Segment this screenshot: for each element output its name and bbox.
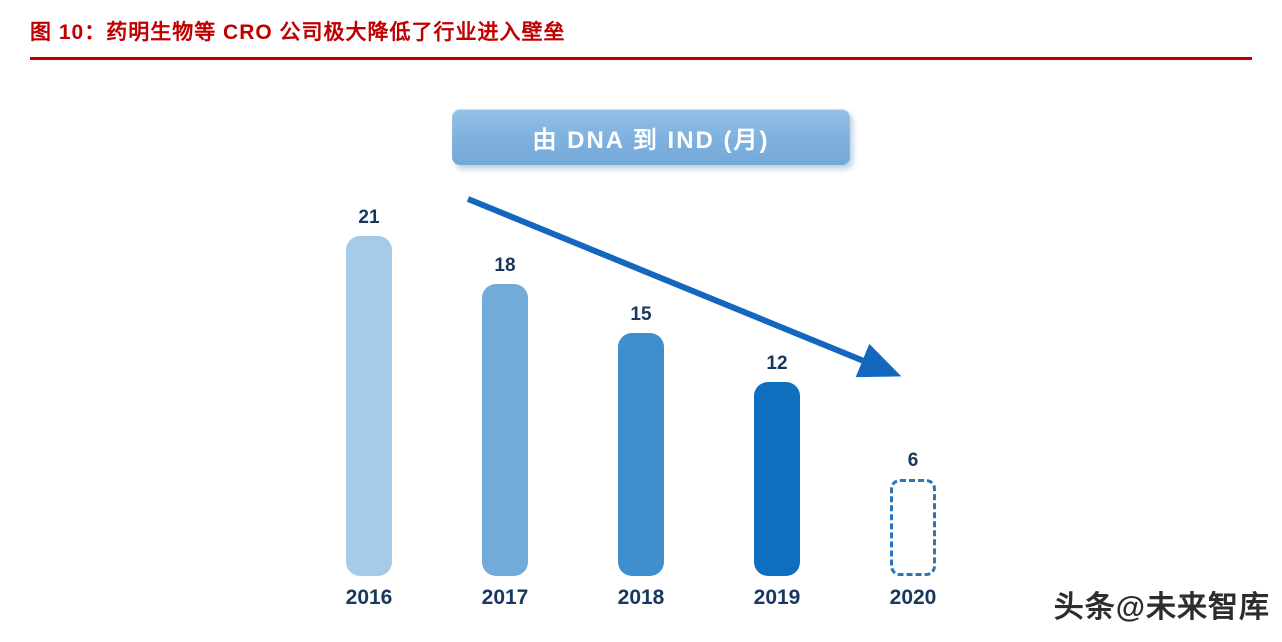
watermark: 头条@未来智库 [1053,591,1270,624]
bar-group: 21 2016 [345,207,393,610]
bar-value-label: 6 [907,450,919,471]
bar-value-label: 15 [630,304,652,325]
bar-value-label: 12 [766,353,788,374]
x-axis-label: 2017 [481,586,529,609]
bar-group: 15 2018 [617,304,665,610]
figure-title: 图 10：药明生物等 CRO 公司极大降低了行业进入壁垒 [30,21,566,44]
bar [346,236,392,576]
chart-title: 由 DNA 到 IND (月) [452,109,850,165]
bar-value-label: 21 [358,207,380,228]
x-axis-label: 2019 [753,586,801,609]
bar [482,284,528,576]
bar-series: 21 2016 18 2017 15 2018 12 2019 6 2020 [0,207,1282,610]
bar [754,382,800,576]
bar-group: 12 2019 [753,353,801,610]
x-axis-label: 2016 [345,586,393,609]
bar-group: 6 2020 [889,450,937,610]
x-axis-label: 2018 [617,586,665,609]
bar [618,333,664,576]
bar [890,479,936,576]
bar-group: 18 2017 [481,255,529,610]
bar-value-label: 18 [494,255,516,276]
title-underline-rule [30,57,1252,60]
x-axis-label: 2020 [889,586,937,609]
